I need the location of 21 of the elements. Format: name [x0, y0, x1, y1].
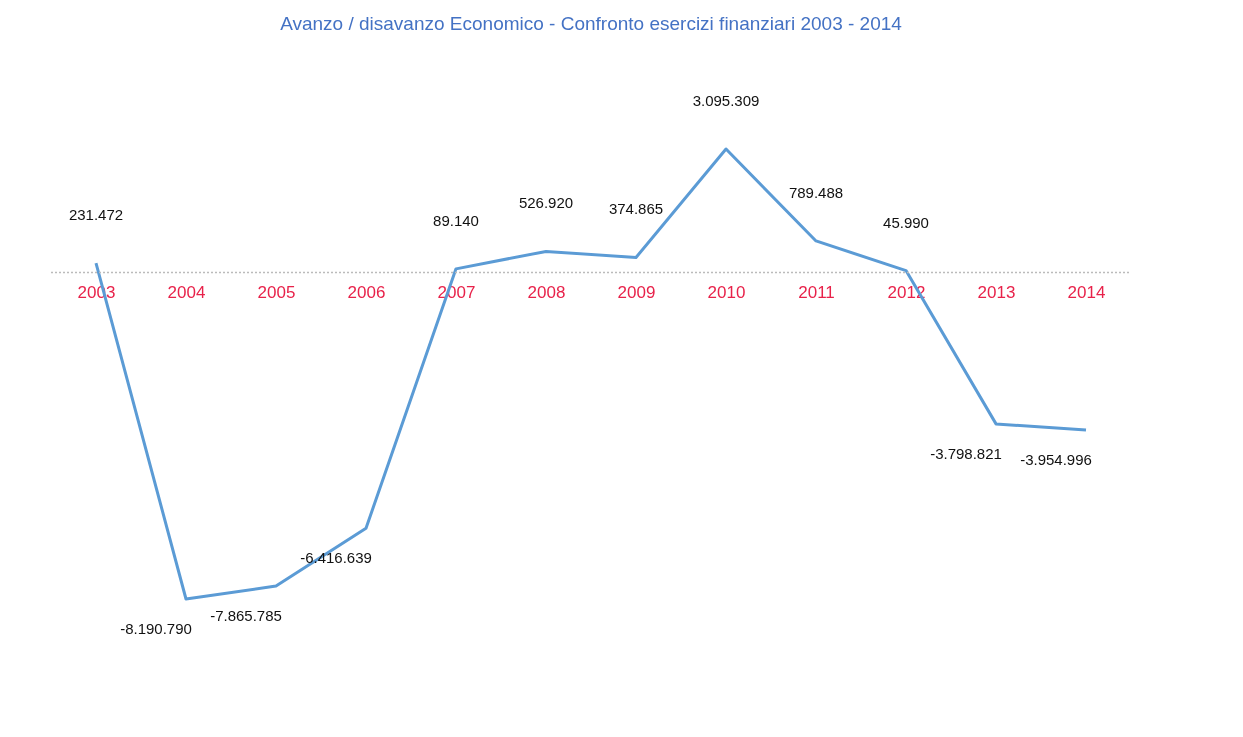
- x-tick-label: 2010: [707, 282, 746, 302]
- data-label: 789.488: [788, 183, 844, 201]
- chart-title: Avanzo / disavanzo Economico - Confronto esercizi finanziari 2003 - 2014: [280, 13, 903, 34]
- x-tick-label: 2013: [977, 282, 1016, 302]
- data-label: 526.920: [518, 194, 574, 212]
- x-tick-label: 2005: [257, 282, 296, 302]
- data-label: 231.472: [68, 206, 124, 224]
- data-label: -8.190.790: [120, 620, 192, 637]
- data-label: 3.095.309: [692, 92, 760, 109]
- data-label: -3.798.821: [930, 444, 1002, 462]
- x-tick-label: 2011: [798, 282, 835, 302]
- data-label: 45.990: [883, 213, 929, 231]
- x-tick-label: 2008: [527, 282, 566, 302]
- x-tick-label: 2009: [617, 282, 656, 302]
- data-label: -3.954.996: [1020, 451, 1092, 469]
- x-tick-label: 2004: [167, 282, 206, 302]
- data-label: -7.865.785: [210, 607, 282, 625]
- x-tick-label: 2014: [1067, 282, 1106, 302]
- data-label: 89.140: [433, 211, 479, 229]
- x-tick-label: 2006: [347, 282, 386, 302]
- data-label: 374.865: [608, 200, 664, 218]
